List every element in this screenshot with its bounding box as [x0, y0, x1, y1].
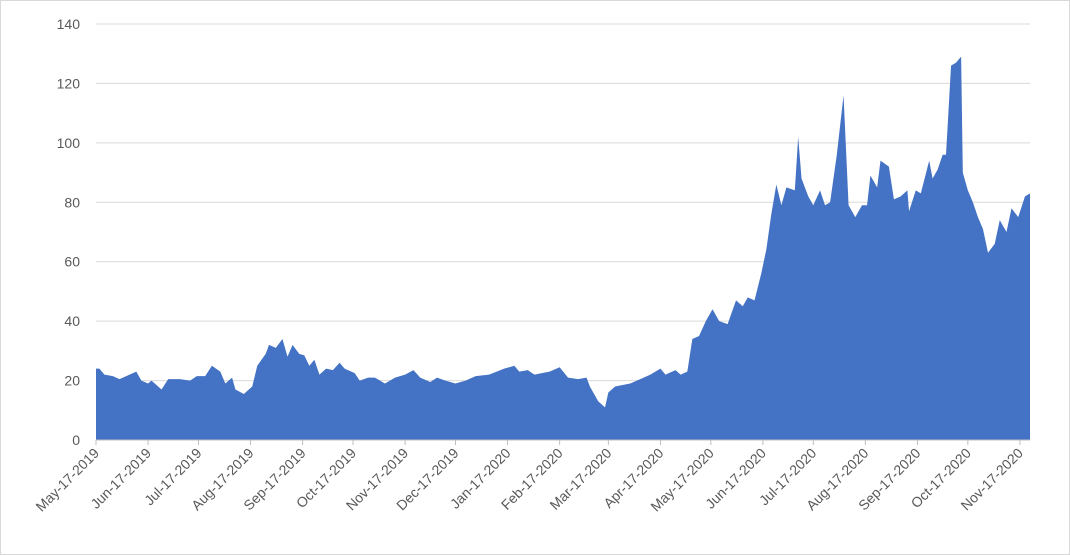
- y-tick-label: 60: [64, 254, 80, 270]
- y-tick-label: 140: [57, 16, 81, 32]
- y-tick-label: 20: [64, 373, 80, 389]
- y-tick-label: 0: [72, 432, 80, 448]
- y-tick-label: 40: [64, 313, 80, 329]
- y-tick-label: 100: [57, 135, 81, 151]
- y-tick-label: 120: [57, 75, 81, 91]
- y-tick-label: 80: [64, 194, 80, 210]
- area: [96, 56, 1030, 440]
